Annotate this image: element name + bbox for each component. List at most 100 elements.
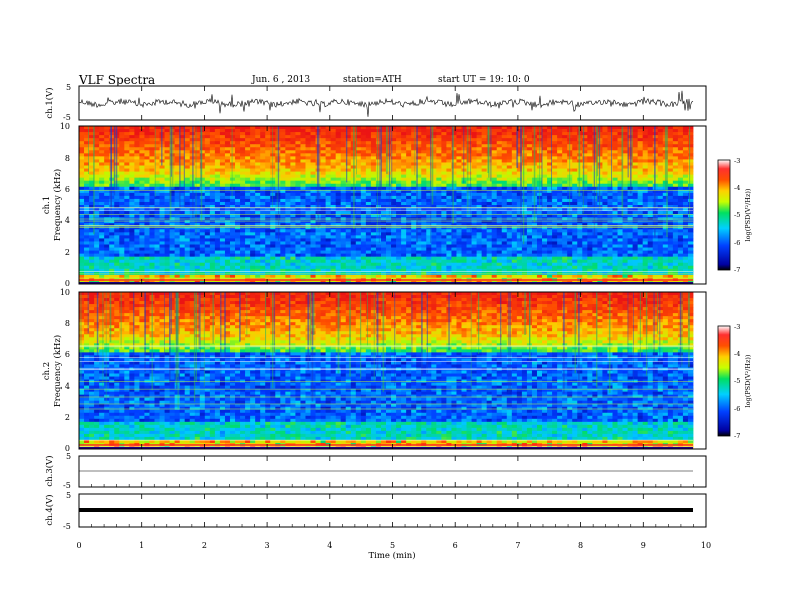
ch1-spectrogram-cell — [542, 153, 548, 157]
ch1-spectrogram-cell — [657, 180, 664, 185]
ch1-spectrogram-cell — [386, 186, 392, 191]
ch1-spectrogram-cell — [245, 192, 251, 197]
ch1-spectrogram-cell — [642, 226, 649, 230]
ch1-spectrogram-cell — [295, 183, 301, 188]
ch1-spectrogram-cell — [486, 238, 493, 242]
ch1-spectrogram-cell — [587, 135, 593, 139]
ch1-spectrogram-cell — [456, 153, 462, 157]
ch1-spectrogram-cell — [642, 159, 649, 163]
ch1-spectrogram-cell — [562, 232, 568, 236]
ch1-spectrogram-cell — [547, 208, 553, 212]
ch1-spectrogram-cell — [204, 214, 211, 218]
ch1-spectrogram-cell — [396, 229, 402, 233]
ch1-spectrogram-cell — [370, 165, 377, 169]
ch1-spectrogram-cell — [501, 232, 508, 236]
ch1-spectrogram-cell — [365, 235, 372, 239]
ch1-spectrogram-cell — [229, 186, 236, 191]
ch1-spectrogram-cell — [597, 223, 603, 227]
ch1-spectrogram-cell — [552, 138, 558, 142]
ch1-spectrogram-cell — [260, 205, 266, 209]
ch1-spectrogram-cell — [562, 135, 568, 139]
ch1-spectrogram-cell — [245, 129, 251, 133]
ch1-spectrogram-cell — [506, 177, 513, 182]
ch1-spectrogram-cell — [637, 201, 644, 206]
ch1-spectrogram-cell — [335, 159, 342, 163]
ch1-spectrogram-cell — [511, 156, 518, 160]
ch1-spectrogram-cell — [94, 214, 100, 218]
ch1-spectrogram-cell — [466, 180, 472, 185]
ch1-spectrogram-cell — [501, 192, 508, 197]
ch1-spectrogram-cell — [209, 177, 216, 182]
ch1-spectrogram-cell — [552, 247, 558, 251]
ch1-spectrogram-cell — [436, 150, 442, 154]
ch1-spectrogram-cell — [330, 220, 337, 224]
ch1-spectrogram-cell — [300, 229, 306, 233]
ch1-spectrogram-cell — [94, 241, 100, 245]
ch1-spectrogram-cell — [265, 135, 271, 139]
ch1-spectrogram-cell — [617, 244, 623, 248]
ch1-spectrogram-cell — [617, 150, 623, 154]
ch1-spectrogram-cell — [245, 165, 251, 169]
ch1-spectrogram-cell — [219, 150, 226, 154]
ch1-spectrogram-cell — [345, 235, 352, 239]
ch1-spectrogram-cell — [335, 232, 342, 236]
ch1-spectrogram-cell — [592, 241, 598, 245]
ch1-spectrogram-cell — [582, 159, 588, 163]
ch1-spectrogram-cell — [104, 177, 110, 182]
ch1-spectrogram-cell — [174, 226, 181, 230]
ch1-spectrogram-cell — [235, 144, 241, 148]
ch1-spectrogram-cell — [491, 235, 498, 239]
ch1-spectrogram-cell — [506, 126, 513, 130]
ch1-spectrogram-cell — [330, 183, 337, 188]
ch1-spectrogram-cell — [164, 201, 170, 206]
ch1-spectrogram-cell — [577, 247, 583, 251]
ch1-spectrogram-cell — [431, 144, 437, 148]
ch1-spectrogram-cell — [501, 220, 508, 224]
ch1-spectrogram-cell — [416, 183, 422, 188]
ch1-spectrogram-cell — [627, 226, 633, 230]
ch1-spectrogram-cell — [275, 183, 281, 188]
ch1-spectrogram-cell — [280, 150, 286, 154]
ch1-spectrogram-cell — [406, 171, 412, 176]
ch1-spectrogram-cell — [159, 220, 165, 224]
ch1-spectrogram-cell — [134, 232, 140, 236]
ch1-spectrogram-cell — [375, 244, 382, 248]
ch1-spectrogram-cell — [260, 159, 266, 163]
ch1-spectrogram-cell — [184, 186, 191, 191]
ch1-spectrogram-cell — [421, 205, 427, 209]
ch1-spectrogram-cell — [89, 205, 95, 209]
ch1-spectrogram-cell — [144, 220, 150, 224]
ch1-spectrogram-cell — [501, 162, 508, 166]
ch1-spectrogram-cell — [159, 177, 165, 182]
ch1-spectrogram-cell — [657, 159, 664, 163]
ch1-spectrogram-cell — [179, 214, 186, 218]
ch1-spectrogram-cell — [501, 226, 508, 230]
ch1-spectrogram-cell — [461, 135, 467, 139]
ch1-spectrogram-cell — [657, 153, 664, 157]
ch1-spectrogram-cell — [290, 186, 296, 191]
ch1-spectrogram-cell — [547, 174, 553, 179]
ch1-spectrogram-cell — [456, 189, 462, 194]
ch1-spectrogram-cell — [642, 201, 649, 206]
ch1-spectrogram-cell — [119, 171, 125, 176]
ch1-spectrogram-cell — [109, 244, 115, 248]
ch1-spectrogram-cell — [642, 223, 649, 227]
ch1-spectrogram-cell — [516, 144, 523, 148]
ch1-spectrogram-cell — [290, 174, 296, 179]
ch1-spectrogram-cell — [310, 198, 316, 203]
ch1-spectrogram-cell — [189, 220, 196, 224]
ch1-spectrogram-cell — [179, 223, 186, 227]
ch1-spectrogram-cell — [612, 153, 618, 157]
ch1-spectrogram-cell — [547, 138, 553, 142]
ch1-spectrogram-cell — [104, 144, 110, 148]
ch1-spectrogram-cell — [320, 241, 326, 245]
ch1-spectrogram-cell — [280, 238, 286, 242]
ch1-spectrogram-cell — [114, 195, 120, 200]
ch1-spectrogram-cell — [446, 223, 452, 227]
ch1-spectrogram-cell — [275, 195, 281, 200]
ch1-spectrogram-cell — [99, 192, 105, 197]
ch1-spectrogram-cell — [642, 132, 649, 136]
ch1-spectrogram-cell — [461, 241, 467, 245]
ch1-spectrogram-cell — [446, 247, 452, 251]
ch1-spectrogram-cell — [365, 223, 372, 227]
